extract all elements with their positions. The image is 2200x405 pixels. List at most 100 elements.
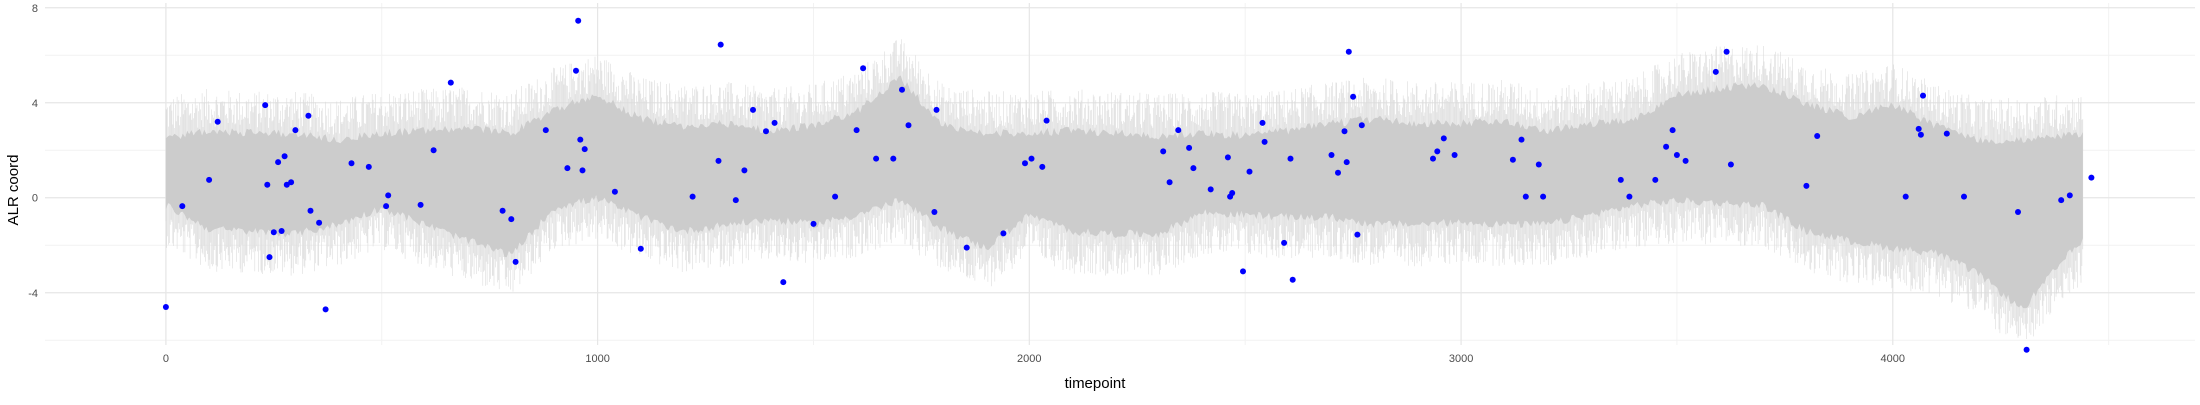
data-point xyxy=(1224,154,1231,161)
data-point xyxy=(264,181,271,188)
data-point xyxy=(266,254,273,261)
data-point xyxy=(292,127,299,134)
data-point xyxy=(1358,122,1365,129)
data-point xyxy=(1917,131,1924,138)
data-point xyxy=(305,112,312,119)
data-point xyxy=(2015,209,2021,215)
data-point xyxy=(1207,186,1214,193)
data-point xyxy=(179,203,186,210)
data-point xyxy=(1287,155,1294,162)
data-point xyxy=(288,179,295,186)
data-point xyxy=(931,209,938,215)
data-point xyxy=(162,304,169,310)
data-point xyxy=(1354,231,1361,238)
data-point xyxy=(1669,127,1676,134)
data-point xyxy=(611,188,618,195)
data-point xyxy=(1626,193,1633,200)
data-point xyxy=(1518,136,1525,143)
y-axis-title: ALR coord xyxy=(5,155,22,226)
data-point xyxy=(1229,190,1236,196)
data-point xyxy=(873,155,880,162)
data-point xyxy=(637,245,644,252)
data-point xyxy=(348,160,355,167)
data-point xyxy=(763,128,769,135)
data-point xyxy=(281,153,288,160)
data-point xyxy=(1281,239,1288,246)
data-point xyxy=(581,146,588,153)
data-point xyxy=(1540,193,1547,200)
data-point xyxy=(1915,125,1922,132)
data-point xyxy=(1727,161,1734,168)
data-point xyxy=(214,118,221,125)
data-point xyxy=(1535,161,1542,168)
data-point xyxy=(1028,155,1035,162)
data-point xyxy=(1652,176,1659,183)
data-point xyxy=(579,167,586,174)
data-point xyxy=(322,306,329,313)
data-point xyxy=(2058,197,2065,204)
data-point xyxy=(383,203,390,210)
data-point xyxy=(1943,130,1950,137)
data-point xyxy=(1803,182,1810,189)
data-point xyxy=(1190,165,1197,172)
data-point xyxy=(417,201,424,208)
x-axis-title: timepoint xyxy=(1065,375,1127,392)
data-point xyxy=(316,219,323,226)
data-point xyxy=(577,136,584,143)
data-point xyxy=(2088,174,2095,181)
data-point xyxy=(575,17,582,24)
y-tick-label: 0 xyxy=(32,193,38,205)
data-point xyxy=(1920,92,1926,99)
data-point xyxy=(1522,193,1529,200)
data-point xyxy=(1259,119,1266,126)
data-point xyxy=(275,159,282,166)
data-point xyxy=(385,192,392,199)
data-point xyxy=(780,279,787,286)
data-point xyxy=(447,79,454,86)
data-point xyxy=(1617,176,1624,183)
data-points xyxy=(162,17,2095,353)
data-point xyxy=(270,229,277,236)
data-point xyxy=(860,65,867,72)
data-point xyxy=(262,102,269,109)
data-point xyxy=(1246,168,1253,175)
x-tick-label: 3000 xyxy=(1449,353,1473,365)
data-point xyxy=(564,165,571,172)
data-point xyxy=(1814,133,1821,139)
data-point xyxy=(1343,159,1350,166)
data-point xyxy=(1682,157,1689,164)
data-point xyxy=(933,106,940,113)
data-point xyxy=(1186,144,1193,151)
data-point xyxy=(1043,117,1050,124)
x-tick-label: 2000 xyxy=(1017,353,1041,365)
data-point xyxy=(2066,192,2073,199)
data-point xyxy=(1440,135,1447,142)
data-point xyxy=(810,220,817,227)
data-point xyxy=(365,163,372,170)
data-point xyxy=(508,216,515,223)
data-point xyxy=(2023,346,2030,353)
data-point xyxy=(1039,163,1046,170)
data-point xyxy=(741,167,748,174)
data-point xyxy=(1341,128,1348,135)
data-point xyxy=(732,197,739,204)
data-point xyxy=(1434,148,1441,155)
data-point xyxy=(573,67,579,74)
y-tick-label: -4 xyxy=(28,288,38,300)
data-point xyxy=(899,86,905,93)
data-point xyxy=(512,258,519,265)
data-point xyxy=(206,176,213,183)
data-point xyxy=(499,207,506,214)
data-point xyxy=(1166,179,1173,186)
data-point xyxy=(1160,148,1167,155)
data-point xyxy=(1509,156,1516,163)
data-point xyxy=(1335,169,1341,176)
data-point xyxy=(1000,230,1007,237)
data-point xyxy=(963,244,970,251)
data-point xyxy=(1261,138,1268,145)
data-point xyxy=(1723,48,1730,55)
data-point xyxy=(1240,268,1246,275)
x-tick-label: 4000 xyxy=(1881,353,1905,365)
data-point xyxy=(1451,152,1458,158)
